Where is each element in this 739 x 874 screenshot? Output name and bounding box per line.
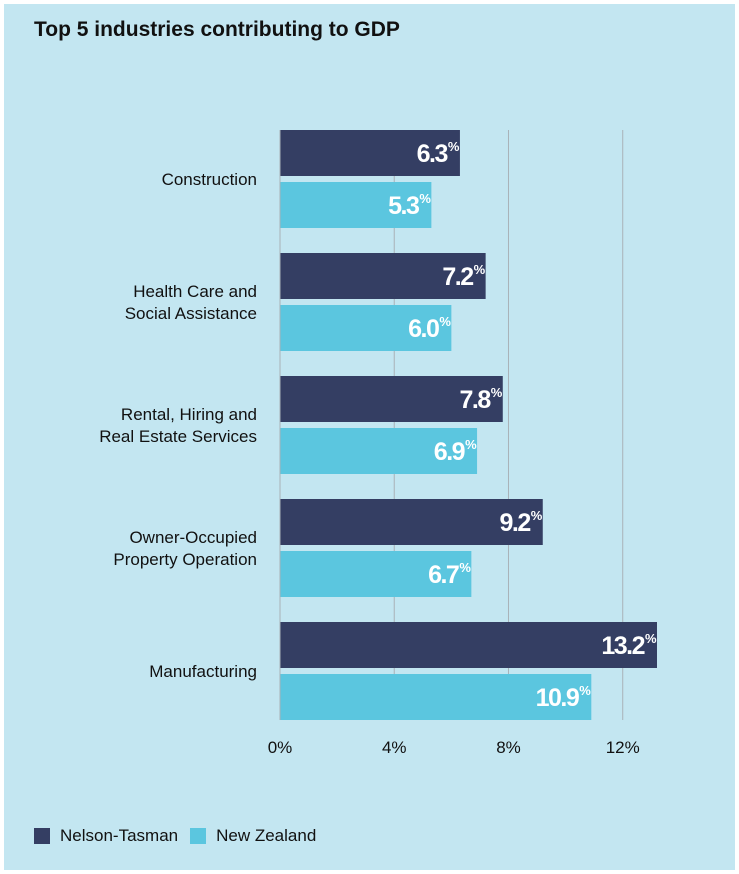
- bar-value-suffix: %: [474, 262, 486, 277]
- bar-nelson-tasman: [280, 622, 657, 668]
- bar-nelson-tasman: [280, 376, 503, 422]
- bar-value-label: 6.3: [417, 140, 448, 168]
- bar-nelson-tasman: [280, 253, 486, 299]
- bar-new-zealand: [280, 674, 592, 720]
- bar-value-label: 7.8: [460, 386, 492, 414]
- bar-nelson-tasman: [280, 499, 543, 545]
- legend-label-new-zealand: New Zealand: [216, 826, 317, 845]
- bar-value-suffix: %: [459, 560, 471, 575]
- bar-new-zealand: [280, 182, 432, 228]
- bar-value-suffix: %: [531, 508, 543, 523]
- legend-swatch-nelson-tasman: [34, 828, 50, 844]
- bar-value-label: 5.3: [388, 192, 419, 220]
- legend-swatch-new-zealand: [190, 828, 207, 844]
- category-label: Social Assistance: [125, 304, 257, 323]
- bar-value-label: 10.9: [536, 684, 579, 712]
- category-label: Manufacturing: [149, 662, 257, 681]
- legend-item-nelson-tasman: Nelson-Tasman: [34, 826, 178, 846]
- category-label: Property Operation: [113, 550, 257, 569]
- x-tick-label: 8%: [496, 738, 521, 757]
- legend-label-nelson-tasman: Nelson-Tasman: [60, 826, 179, 845]
- bar-value-label: 6.7: [428, 561, 459, 589]
- bar-value-label: 9.2: [499, 509, 530, 537]
- category-label: Owner-Occupied: [129, 528, 257, 547]
- bar-value-suffix: %: [439, 314, 451, 329]
- category-label: Construction: [162, 170, 257, 189]
- bar-new-zealand: [280, 305, 452, 351]
- bar-new-zealand: [280, 551, 472, 597]
- chart-title: Top 5 industries contributing to GDP: [34, 18, 400, 41]
- bar-value-label: 6.0: [408, 315, 439, 343]
- x-tick-label: 12%: [606, 738, 640, 757]
- bar-value-suffix: %: [448, 139, 460, 154]
- bar-value-suffix: %: [491, 385, 503, 400]
- category-label: Real Estate Services: [99, 427, 257, 446]
- bar-value-label: 6.9: [434, 438, 465, 466]
- bar-value-suffix: %: [465, 437, 477, 452]
- category-label: Health Care and: [133, 282, 257, 301]
- x-tick-label: 0%: [268, 738, 293, 757]
- bar-value-label: 13.2: [601, 632, 644, 660]
- category-label: Rental, Hiring and: [121, 405, 257, 424]
- x-tick-label: 4%: [382, 738, 407, 757]
- bar-nelson-tasman: [280, 130, 460, 176]
- bar-value-suffix: %: [419, 191, 431, 206]
- bar-value-label: 7.2: [442, 263, 473, 291]
- bar-new-zealand: [280, 428, 478, 474]
- bar-value-suffix: %: [645, 631, 657, 646]
- bar-value-suffix: %: [579, 683, 591, 698]
- chart-legend: Nelson-Tasman New Zealand: [34, 826, 328, 846]
- legend-item-new-zealand: New Zealand: [190, 826, 316, 846]
